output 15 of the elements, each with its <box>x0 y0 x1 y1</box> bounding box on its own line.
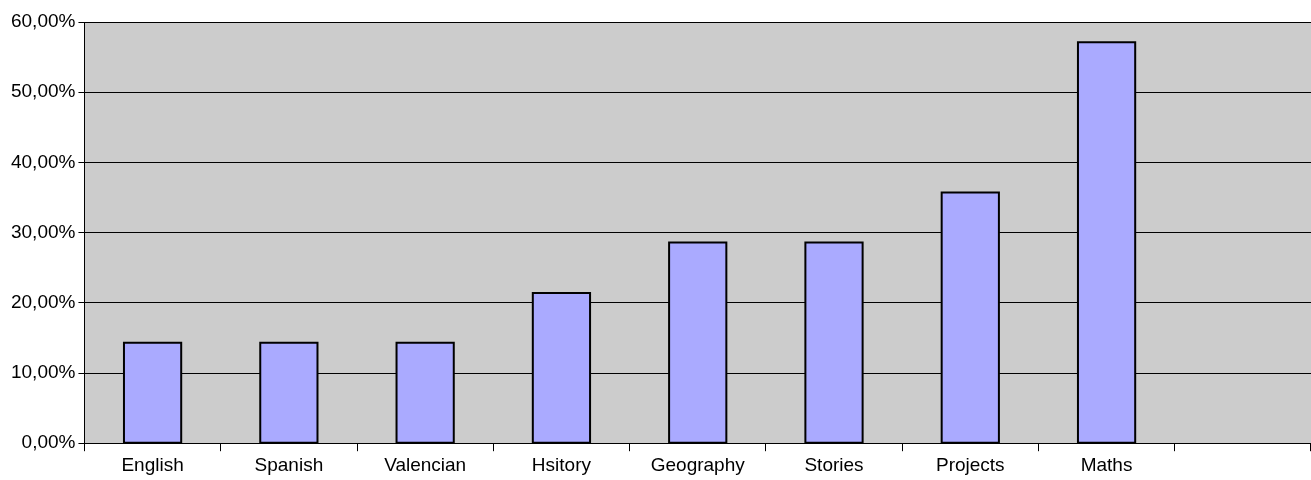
x-tick-label: English <box>121 453 184 475</box>
x-tick-label: Geography <box>650 453 746 475</box>
y-tick-label: 50,00% <box>10 80 76 102</box>
y-tick-label: 60,00% <box>10 10 76 32</box>
x-tick-label: Maths <box>1080 453 1133 475</box>
y-tick-label: 40,00% <box>10 150 76 172</box>
x-tick-label: Spanish <box>254 453 324 475</box>
x-tick-label: Hsitory <box>531 453 592 475</box>
y-tick-label: 30,00% <box>10 220 76 242</box>
x-tick-label: Projects <box>935 453 1005 475</box>
y-tick-label: 20,00% <box>10 291 76 313</box>
y-tick-label: 10,00% <box>10 361 76 383</box>
x-tick-label: Valencian <box>384 453 467 475</box>
y-tick-label: 0,00% <box>21 431 76 453</box>
x-tick-label: Stories <box>804 453 864 475</box>
